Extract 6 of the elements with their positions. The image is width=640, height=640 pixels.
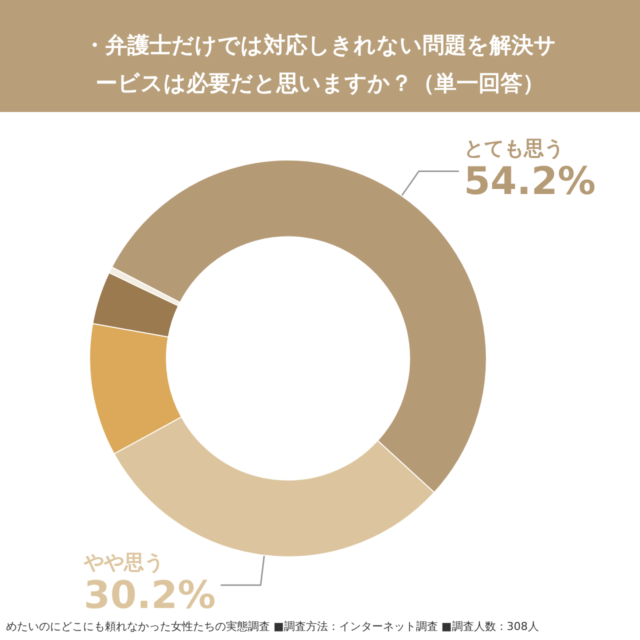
- slice-label: やや思う: [82, 550, 164, 574]
- chart-title: ・弁護士だけでは対応しきれない問題を解決サービスは必要だと思いますか？（単一回答）: [84, 32, 556, 96]
- text: めたいのにどこにも頼れなかった女性たちの実態調査 ■調査方法：インターネット調査 ■調査人数：308人: [6, 620, 539, 633]
- data-label: 54.2%: [464, 159, 596, 204]
- data-label: 30.2%: [84, 573, 216, 618]
- slice-label: とても思う: [464, 136, 564, 160]
